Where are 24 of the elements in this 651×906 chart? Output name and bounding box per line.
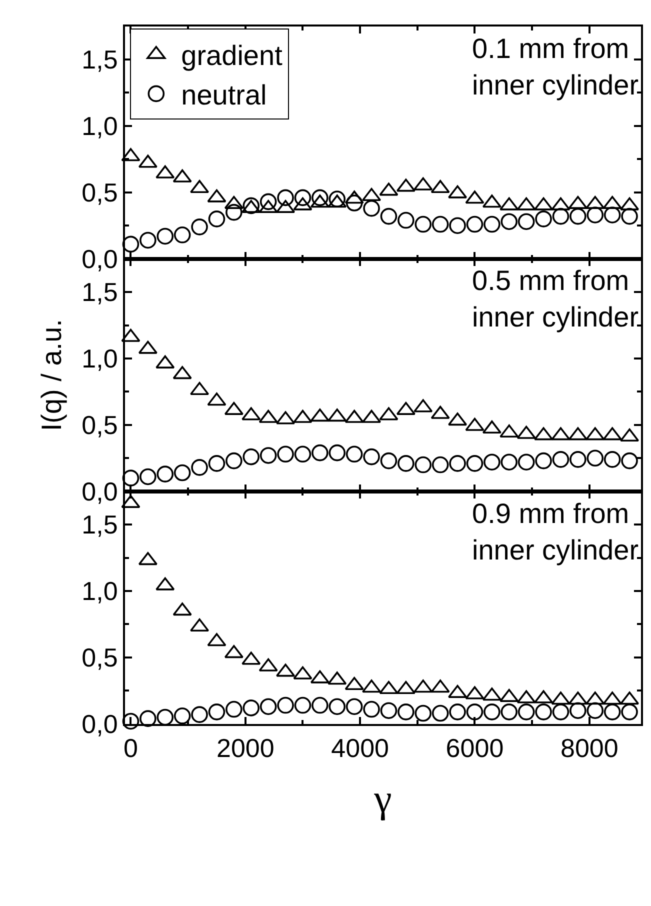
- y-tick-label: 1,0: [82, 576, 118, 606]
- annotation: 0.9 mm from inner cylinder: [472, 498, 639, 566]
- x-axis-title: γ: [373, 776, 392, 822]
- y-tick-label: 1,0: [82, 111, 118, 142]
- y-tick-label: 0,0: [82, 708, 118, 739]
- legend-label: neutral: [181, 80, 267, 111]
- y-tick-label: 0,5: [82, 642, 118, 673]
- y-tick-label: 1,0: [82, 344, 118, 374]
- annotation: 0.1 mm from inner cylinder: [472, 33, 639, 100]
- annotation: 0.5 mm from inner cylinder: [472, 265, 639, 332]
- x-tick-label: 6000: [446, 733, 504, 764]
- x-tick-label: 8000: [560, 733, 618, 764]
- legend-label: gradient: [181, 40, 283, 72]
- y-tick-label: 0,5: [82, 410, 118, 440]
- y-tick-label: 1,5: [82, 510, 118, 540]
- x-tick-label: 4000: [331, 733, 389, 764]
- y-tick-label: 1,5: [82, 44, 118, 75]
- y-tick-label: 0,0: [82, 476, 118, 506]
- y-axis-title: I(q) / a.u.: [36, 319, 67, 432]
- y-tick-label: 1,5: [82, 277, 118, 308]
- x-tick-label: 0: [123, 733, 138, 764]
- y-tick-label: 0,0: [82, 244, 118, 274]
- y-tick-label: 0,5: [82, 177, 118, 208]
- x-tick-label: 2000: [216, 733, 274, 764]
